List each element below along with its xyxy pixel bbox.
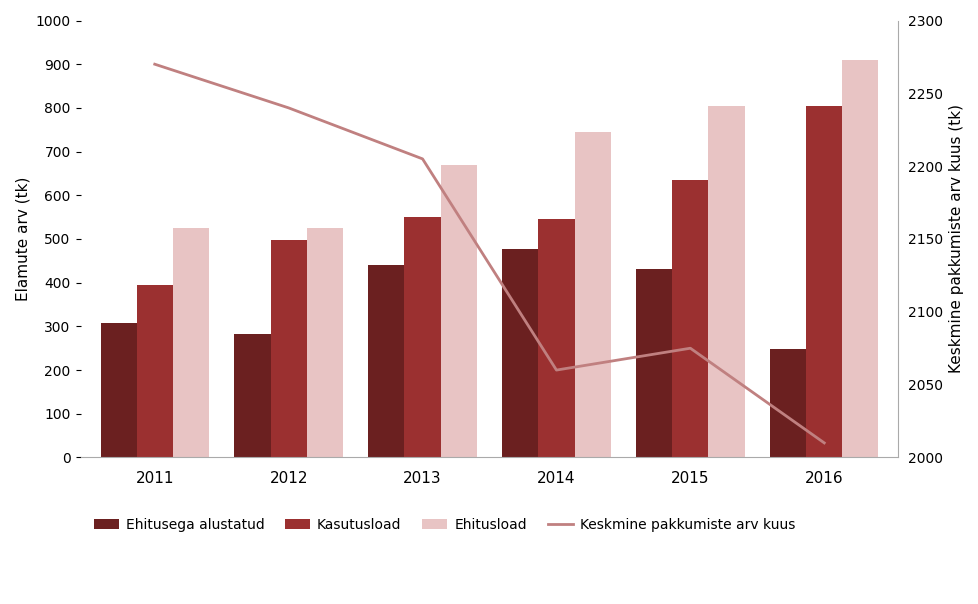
Bar xyxy=(502,249,538,457)
Bar xyxy=(404,217,440,457)
Keskmine pakkumiste arv kuus xyxy=(283,104,294,112)
Keskmine pakkumiste arv kuus xyxy=(684,345,695,352)
Keskmine pakkumiste arv kuus xyxy=(550,367,561,374)
Bar xyxy=(672,180,708,457)
Bar xyxy=(708,106,744,457)
Y-axis label: Keskmine pakkumiste arv kuus (tk): Keskmine pakkumiste arv kuus (tk) xyxy=(948,104,963,373)
Keskmine pakkumiste arv kuus xyxy=(149,60,160,68)
Bar xyxy=(538,219,574,457)
Bar xyxy=(368,265,404,457)
Bar xyxy=(636,269,672,457)
Bar xyxy=(137,285,173,457)
Bar xyxy=(101,323,137,457)
Bar xyxy=(306,228,342,457)
Legend: Ehitusega alustatud, Kasutusload, Ehitusload, Keskmine pakkumiste arv kuus: Ehitusega alustatud, Kasutusload, Ehitus… xyxy=(88,512,800,538)
Bar xyxy=(805,106,841,457)
Bar xyxy=(270,240,306,457)
Bar xyxy=(770,349,805,457)
Line: Keskmine pakkumiste arv kuus: Keskmine pakkumiste arv kuus xyxy=(155,64,823,443)
Bar xyxy=(841,60,877,457)
Bar xyxy=(234,334,270,457)
Keskmine pakkumiste arv kuus xyxy=(417,155,428,162)
Y-axis label: Elamute arv (tk): Elamute arv (tk) xyxy=(15,177,30,301)
Bar xyxy=(173,228,208,457)
Bar xyxy=(440,165,476,457)
Keskmine pakkumiste arv kuus xyxy=(818,439,829,446)
Bar xyxy=(574,132,610,457)
